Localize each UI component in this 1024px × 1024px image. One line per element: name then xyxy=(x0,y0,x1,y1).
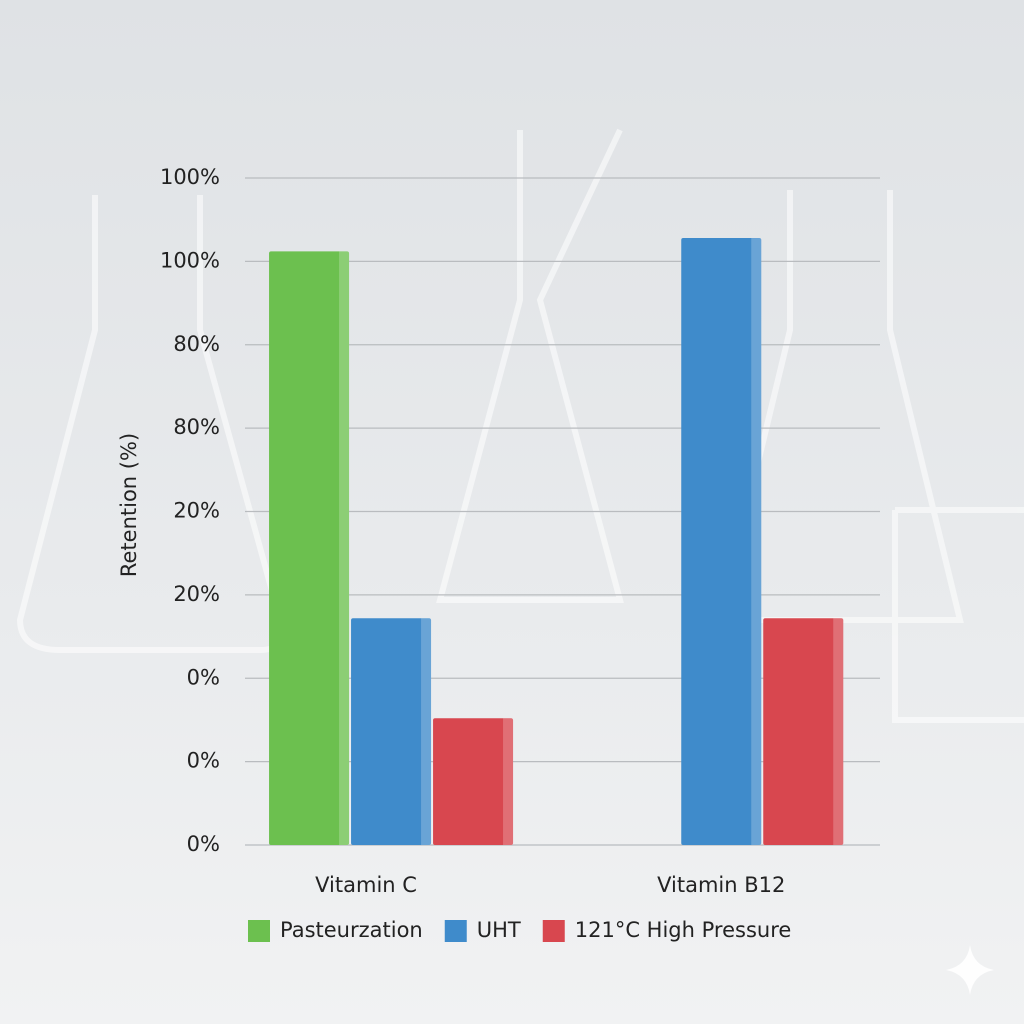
bar xyxy=(763,618,844,845)
y-tick-label: 80% xyxy=(173,332,220,356)
bar xyxy=(681,238,762,845)
bar-side xyxy=(339,251,350,845)
y-tick-label: 0% xyxy=(187,665,220,689)
y-axis-label: Retention (%) xyxy=(117,433,141,577)
legend-label: 121°C High Pressure xyxy=(575,918,792,942)
legend-label: UHT xyxy=(477,918,521,942)
y-tick-label: 100% xyxy=(160,248,220,272)
y-tick-label: 0% xyxy=(187,749,220,773)
bar-side xyxy=(421,618,432,845)
x-tick-label: Vitamin C xyxy=(315,873,417,897)
y-tick-label: 80% xyxy=(173,415,220,439)
bar-side xyxy=(751,238,762,845)
bar xyxy=(269,251,350,845)
y-tick-label: 0% xyxy=(187,832,220,856)
bar-side xyxy=(833,618,844,845)
bar-side xyxy=(503,718,514,845)
legend-swatch xyxy=(542,920,565,942)
y-tick-label: 20% xyxy=(173,582,220,606)
y-tick-label: 20% xyxy=(173,499,220,523)
bar xyxy=(351,618,432,845)
y-tick-label: 100% xyxy=(160,165,220,189)
sparkle-icon xyxy=(946,945,994,995)
bar xyxy=(433,718,514,845)
legend-swatch xyxy=(444,920,467,942)
x-tick-label: Vitamin B12 xyxy=(657,873,785,897)
legend-swatch xyxy=(248,920,270,942)
legend-label: Pasteurzation xyxy=(280,918,423,942)
